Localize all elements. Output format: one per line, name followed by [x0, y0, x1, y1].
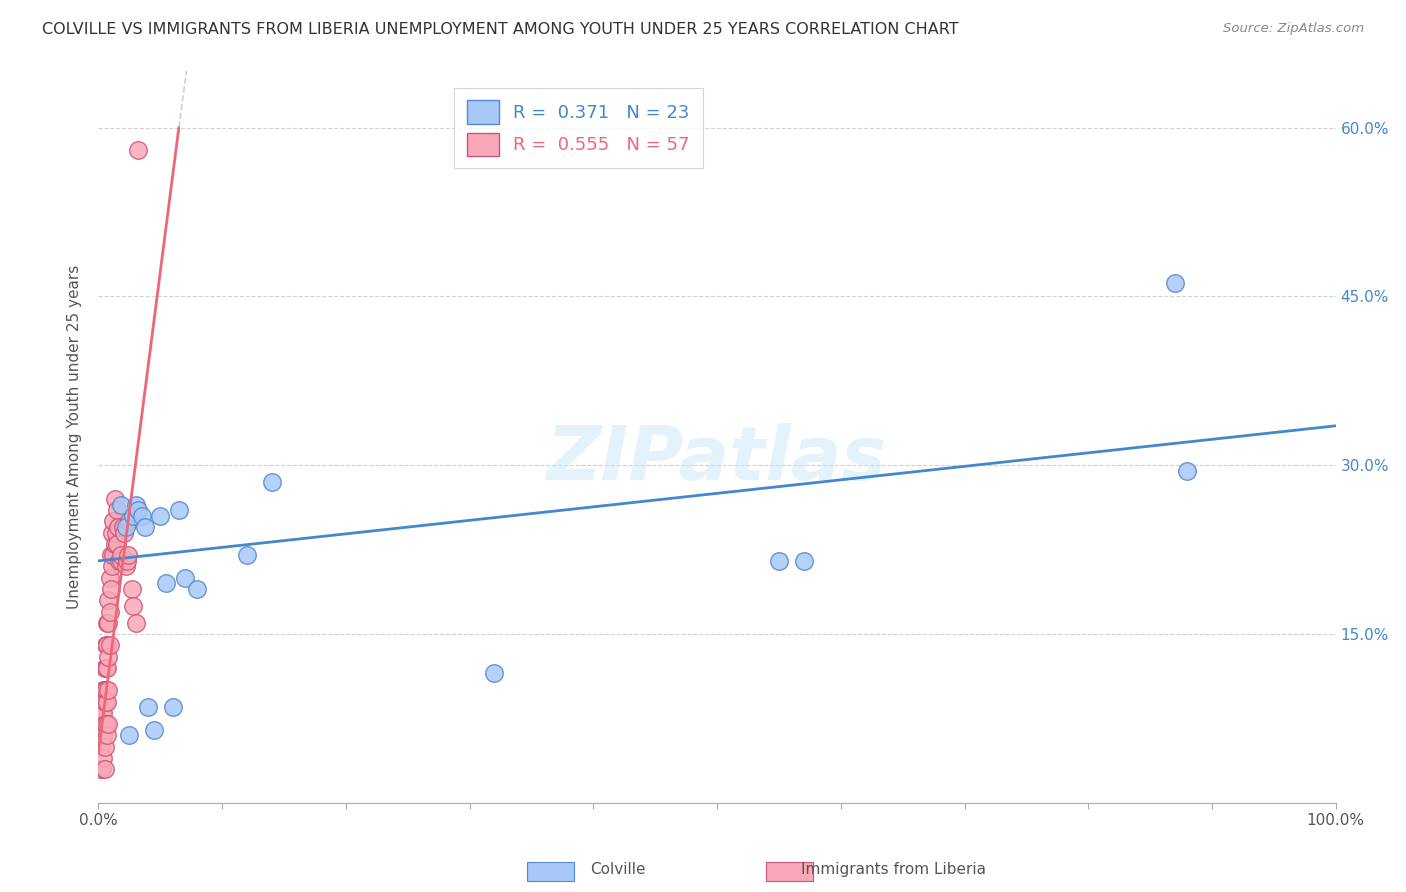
Point — [115, 554, 138, 568]
Point — [94, 717, 117, 731]
Point — [124, 615, 146, 630]
Point — [91, 706, 114, 720]
Point — [484, 666, 506, 681]
Text: ZIPatlas: ZIPatlas — [547, 423, 887, 496]
Point — [97, 683, 120, 698]
Point — [108, 554, 131, 568]
Point — [136, 700, 159, 714]
Point — [98, 638, 121, 652]
Point — [93, 762, 115, 776]
Point — [96, 661, 118, 675]
Point — [93, 683, 115, 698]
Point — [96, 728, 118, 742]
Point — [100, 548, 122, 562]
Point — [155, 576, 177, 591]
Point — [103, 548, 125, 562]
Point — [101, 525, 124, 540]
Point — [93, 717, 115, 731]
Point — [97, 593, 120, 607]
Point — [97, 649, 120, 664]
Point — [93, 694, 115, 708]
Point — [93, 739, 115, 754]
Point — [94, 661, 117, 675]
Point — [93, 728, 115, 742]
Point — [117, 548, 139, 562]
Point — [97, 615, 120, 630]
Point — [107, 520, 129, 534]
Point — [793, 554, 815, 568]
Point — [114, 559, 136, 574]
Point — [96, 638, 118, 652]
Point — [1164, 276, 1187, 290]
Point — [100, 582, 122, 596]
Point — [143, 723, 166, 737]
Point — [110, 498, 132, 512]
Point — [93, 751, 115, 765]
Point — [131, 508, 153, 523]
Text: Source: ZipAtlas.com: Source: ZipAtlas.com — [1223, 22, 1364, 36]
Point — [90, 762, 112, 776]
Point — [91, 728, 114, 742]
Point — [93, 706, 115, 720]
Point — [98, 605, 121, 619]
Point — [96, 615, 118, 630]
Point — [1175, 464, 1198, 478]
Point — [118, 515, 141, 529]
Legend: R =  0.371   N = 23, R =  0.555   N = 57: R = 0.371 N = 23, R = 0.555 N = 57 — [454, 87, 703, 169]
Text: COLVILLE VS IMMIGRANTS FROM LIBERIA UNEMPLOYMENT AMONG YOUTH UNDER 25 YEARS CORR: COLVILLE VS IMMIGRANTS FROM LIBERIA UNEM… — [42, 22, 959, 37]
Point — [122, 599, 145, 613]
Point — [149, 508, 172, 523]
Point — [110, 554, 132, 568]
Point — [114, 520, 136, 534]
Point — [103, 515, 125, 529]
Point — [105, 537, 128, 551]
Point — [134, 520, 156, 534]
Point — [112, 520, 135, 534]
Point — [260, 475, 283, 489]
Point — [94, 683, 117, 698]
Point — [167, 503, 190, 517]
Text: Colville: Colville — [591, 863, 645, 877]
Point — [118, 728, 141, 742]
Point — [103, 537, 125, 551]
Point — [93, 661, 115, 675]
Point — [174, 571, 197, 585]
Point — [124, 498, 146, 512]
Point — [97, 717, 120, 731]
Point — [93, 683, 115, 698]
Y-axis label: Unemployment Among Youth under 25 years: Unemployment Among Youth under 25 years — [67, 265, 83, 609]
Point — [121, 582, 143, 596]
Point — [101, 559, 124, 574]
Point — [186, 582, 208, 596]
Point — [94, 638, 117, 652]
Point — [104, 525, 127, 540]
Point — [90, 739, 112, 754]
Point — [112, 525, 135, 540]
Point — [236, 548, 259, 562]
Point — [768, 554, 790, 568]
Point — [103, 491, 125, 506]
Point — [162, 700, 184, 714]
Point — [127, 503, 149, 517]
Point — [91, 762, 114, 776]
Point — [96, 694, 118, 708]
Point — [105, 503, 128, 517]
Text: Immigrants from Liberia: Immigrants from Liberia — [801, 863, 987, 877]
Point — [127, 143, 149, 157]
Point — [110, 548, 132, 562]
Point — [122, 508, 145, 523]
Point — [98, 571, 121, 585]
